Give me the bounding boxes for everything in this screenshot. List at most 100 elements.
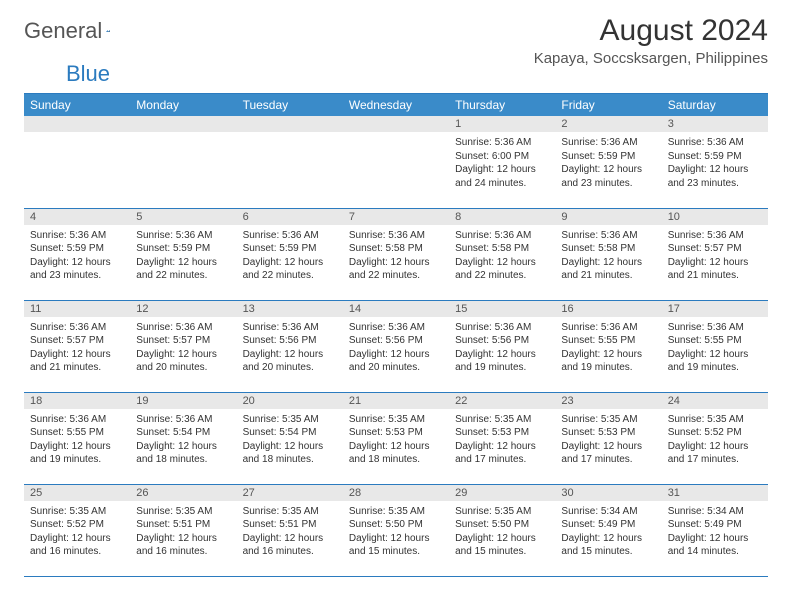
sunrise-text: Sunrise: 5:35 AM	[455, 413, 549, 427]
day-number: 5	[130, 209, 236, 225]
calendar-day-cell: 25Sunrise: 5:35 AMSunset: 5:52 PMDayligh…	[24, 484, 130, 576]
weekday-header-row: Sunday Monday Tuesday Wednesday Thursday…	[24, 94, 768, 117]
calendar-day-cell	[130, 116, 236, 208]
day-number: 19	[130, 393, 236, 409]
day-number: 31	[662, 485, 768, 501]
sunset-text: Sunset: 5:59 PM	[243, 242, 337, 256]
daylight-text: Daylight: 12 hours and 15 minutes.	[455, 532, 549, 559]
sunset-text: Sunset: 5:53 PM	[455, 426, 549, 440]
day-number: 7	[343, 209, 449, 225]
day-number: 21	[343, 393, 449, 409]
empty-daynum-bar	[24, 116, 130, 132]
day-number: 24	[662, 393, 768, 409]
day-number: 16	[555, 301, 661, 317]
calendar-week-row: 11Sunrise: 5:36 AMSunset: 5:57 PMDayligh…	[24, 300, 768, 392]
day-details: Sunrise: 5:36 AMSunset: 5:58 PMDaylight:…	[449, 225, 555, 287]
calendar-day-cell: 2Sunrise: 5:36 AMSunset: 5:59 PMDaylight…	[555, 116, 661, 208]
daylight-text: Daylight: 12 hours and 23 minutes.	[668, 163, 762, 190]
day-number: 27	[237, 485, 343, 501]
daylight-text: Daylight: 12 hours and 16 minutes.	[136, 532, 230, 559]
day-details: Sunrise: 5:35 AMSunset: 5:50 PMDaylight:…	[343, 501, 449, 563]
sunset-text: Sunset: 5:49 PM	[668, 518, 762, 532]
sunrise-text: Sunrise: 5:35 AM	[668, 413, 762, 427]
sunrise-text: Sunrise: 5:36 AM	[455, 136, 549, 150]
daylight-text: Daylight: 12 hours and 18 minutes.	[243, 440, 337, 467]
sunset-text: Sunset: 5:50 PM	[455, 518, 549, 532]
day-details: Sunrise: 5:36 AMSunset: 5:55 PMDaylight:…	[555, 317, 661, 379]
sunset-text: Sunset: 5:59 PM	[561, 150, 655, 164]
logo-mark-icon	[106, 23, 110, 39]
day-number: 4	[24, 209, 130, 225]
day-details: Sunrise: 5:35 AMSunset: 5:53 PMDaylight:…	[343, 409, 449, 471]
sunset-text: Sunset: 6:00 PM	[455, 150, 549, 164]
daylight-text: Daylight: 12 hours and 16 minutes.	[30, 532, 124, 559]
day-number: 8	[449, 209, 555, 225]
daylight-text: Daylight: 12 hours and 17 minutes.	[668, 440, 762, 467]
daylight-text: Daylight: 12 hours and 14 minutes.	[668, 532, 762, 559]
sunrise-text: Sunrise: 5:36 AM	[349, 321, 443, 335]
sunrise-text: Sunrise: 5:36 AM	[455, 321, 549, 335]
day-details: Sunrise: 5:35 AMSunset: 5:50 PMDaylight:…	[449, 501, 555, 563]
day-details: Sunrise: 5:36 AMSunset: 5:58 PMDaylight:…	[343, 225, 449, 287]
sunrise-text: Sunrise: 5:35 AM	[349, 505, 443, 519]
sunrise-text: Sunrise: 5:36 AM	[136, 413, 230, 427]
sunset-text: Sunset: 5:52 PM	[30, 518, 124, 532]
daylight-text: Daylight: 12 hours and 20 minutes.	[243, 348, 337, 375]
sunset-text: Sunset: 5:58 PM	[561, 242, 655, 256]
calendar-day-cell: 27Sunrise: 5:35 AMSunset: 5:51 PMDayligh…	[237, 484, 343, 576]
sunrise-text: Sunrise: 5:36 AM	[349, 229, 443, 243]
day-number: 9	[555, 209, 661, 225]
day-number: 20	[237, 393, 343, 409]
day-details: Sunrise: 5:36 AMSunset: 5:54 PMDaylight:…	[130, 409, 236, 471]
day-details: Sunrise: 5:34 AMSunset: 5:49 PMDaylight:…	[662, 501, 768, 563]
sunset-text: Sunset: 5:53 PM	[349, 426, 443, 440]
empty-daynum-bar	[343, 116, 449, 132]
day-details: Sunrise: 5:35 AMSunset: 5:53 PMDaylight:…	[449, 409, 555, 471]
calendar-day-cell: 11Sunrise: 5:36 AMSunset: 5:57 PMDayligh…	[24, 300, 130, 392]
sunrise-text: Sunrise: 5:36 AM	[136, 229, 230, 243]
daylight-text: Daylight: 12 hours and 17 minutes.	[561, 440, 655, 467]
daylight-text: Daylight: 12 hours and 18 minutes.	[349, 440, 443, 467]
calendar-day-cell: 24Sunrise: 5:35 AMSunset: 5:52 PMDayligh…	[662, 392, 768, 484]
calendar-day-cell: 4Sunrise: 5:36 AMSunset: 5:59 PMDaylight…	[24, 208, 130, 300]
logo: General	[24, 18, 130, 44]
day-details: Sunrise: 5:35 AMSunset: 5:52 PMDaylight:…	[24, 501, 130, 563]
calendar-day-cell: 3Sunrise: 5:36 AMSunset: 5:59 PMDaylight…	[662, 116, 768, 208]
sunset-text: Sunset: 5:56 PM	[455, 334, 549, 348]
sunset-text: Sunset: 5:55 PM	[30, 426, 124, 440]
daylight-text: Daylight: 12 hours and 21 minutes.	[30, 348, 124, 375]
daylight-text: Daylight: 12 hours and 19 minutes.	[30, 440, 124, 467]
day-details: Sunrise: 5:35 AMSunset: 5:53 PMDaylight:…	[555, 409, 661, 471]
calendar-day-cell: 21Sunrise: 5:35 AMSunset: 5:53 PMDayligh…	[343, 392, 449, 484]
daylight-text: Daylight: 12 hours and 22 minutes.	[243, 256, 337, 283]
day-details: Sunrise: 5:35 AMSunset: 5:54 PMDaylight:…	[237, 409, 343, 471]
sunrise-text: Sunrise: 5:36 AM	[30, 413, 124, 427]
daylight-text: Daylight: 12 hours and 16 minutes.	[243, 532, 337, 559]
daylight-text: Daylight: 12 hours and 23 minutes.	[30, 256, 124, 283]
sunset-text: Sunset: 5:58 PM	[455, 242, 549, 256]
calendar-day-cell: 14Sunrise: 5:36 AMSunset: 5:56 PMDayligh…	[343, 300, 449, 392]
day-details: Sunrise: 5:36 AMSunset: 5:59 PMDaylight:…	[130, 225, 236, 287]
sunrise-text: Sunrise: 5:36 AM	[30, 229, 124, 243]
daylight-text: Daylight: 12 hours and 24 minutes.	[455, 163, 549, 190]
day-details: Sunrise: 5:36 AMSunset: 5:59 PMDaylight:…	[24, 225, 130, 287]
calendar-day-cell: 30Sunrise: 5:34 AMSunset: 5:49 PMDayligh…	[555, 484, 661, 576]
sunrise-text: Sunrise: 5:36 AM	[668, 136, 762, 150]
daylight-text: Daylight: 12 hours and 17 minutes.	[455, 440, 549, 467]
day-details: Sunrise: 5:35 AMSunset: 5:52 PMDaylight:…	[662, 409, 768, 471]
daylight-text: Daylight: 12 hours and 19 minutes.	[561, 348, 655, 375]
day-number: 28	[343, 485, 449, 501]
day-number: 17	[662, 301, 768, 317]
day-details: Sunrise: 5:36 AMSunset: 5:57 PMDaylight:…	[130, 317, 236, 379]
sunset-text: Sunset: 5:59 PM	[136, 242, 230, 256]
day-details: Sunrise: 5:36 AMSunset: 5:55 PMDaylight:…	[662, 317, 768, 379]
calendar-day-cell: 16Sunrise: 5:36 AMSunset: 5:55 PMDayligh…	[555, 300, 661, 392]
sunset-text: Sunset: 5:57 PM	[136, 334, 230, 348]
calendar-day-cell: 15Sunrise: 5:36 AMSunset: 5:56 PMDayligh…	[449, 300, 555, 392]
empty-daynum-bar	[237, 116, 343, 132]
sunrise-text: Sunrise: 5:34 AM	[668, 505, 762, 519]
calendar-day-cell: 1Sunrise: 5:36 AMSunset: 6:00 PMDaylight…	[449, 116, 555, 208]
day-number: 25	[24, 485, 130, 501]
day-number: 30	[555, 485, 661, 501]
calendar-day-cell: 23Sunrise: 5:35 AMSunset: 5:53 PMDayligh…	[555, 392, 661, 484]
